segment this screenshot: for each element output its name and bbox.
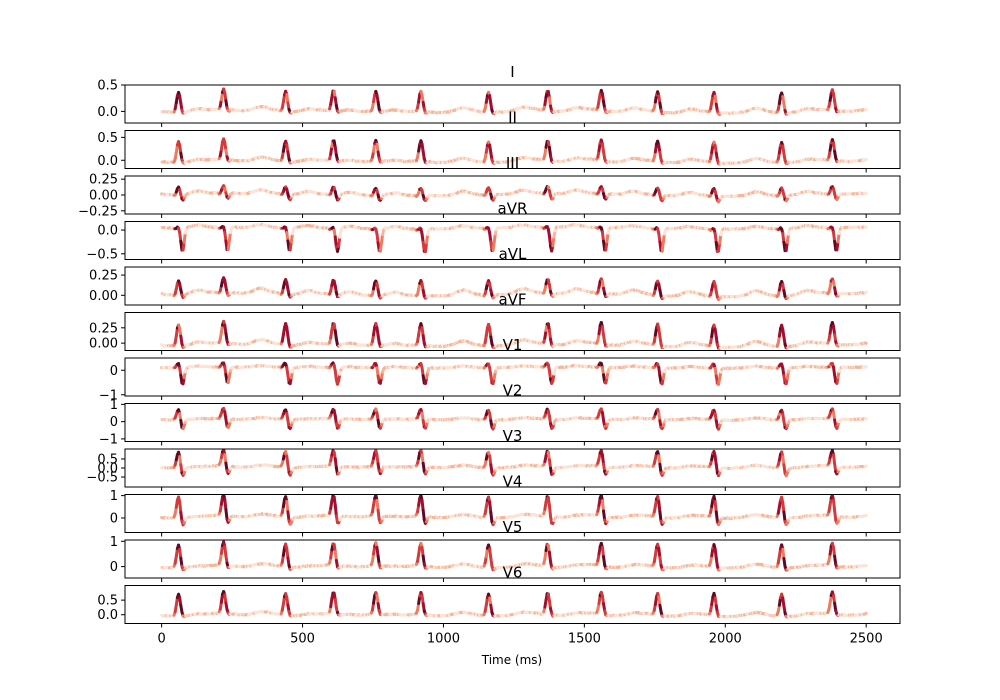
y-tick-label: 0.0 [97,105,118,120]
lead-panel-avl: 0.00 0.25 aVL [89,245,901,309]
y-tick-label: 0.5 [97,79,118,94]
lead-panel-avr: −0.5 0.0 aVR [86,200,901,264]
signal-trace [160,361,868,386]
lead-title: III [506,154,519,172]
y-tick-label: 0.0 [97,154,118,169]
signal-trace [160,137,868,166]
y-tick-label: 0.25 [89,269,118,284]
trace-segment [600,230,606,243]
trace-segment [781,231,786,244]
lead-title: aVF [498,291,526,309]
lead-panel-iii: −0.250.000.25 III [78,154,901,219]
trace-segment [863,290,868,295]
lead-title: V1 [503,336,523,354]
y-tick-label: 0.00 [89,189,118,204]
ecg-panels: 0.00.5I0.00.5II−0.250.000.25III−0.50.0aV… [78,63,901,628]
panel-frame [124,357,901,397]
lead-panel-ii: 0.0 0.5 II [97,109,901,173]
y-tick-label: 0.00 [89,289,118,304]
y-tick-label: −1 [99,388,118,403]
trace-segment [547,234,553,248]
y-tick-label: −0.25 [78,204,118,219]
lead-panel-i: 0.0 0.5 I [97,63,901,127]
trace-segment [333,235,338,249]
trace-segment [223,230,228,243]
lead-title: I [510,63,514,81]
trace-segment [713,231,718,245]
signal-trace [160,319,868,350]
trace-segment [421,240,426,253]
trace-segment [375,232,380,245]
y-tick-label: −0.5 [86,247,118,262]
y-tick-label: 0.25 [89,173,118,188]
panel-frame [124,84,901,124]
y-tick-label: 0.25 [89,321,118,336]
panel-frame [124,221,901,260]
trace-segment [337,235,342,249]
signal-trace [160,406,868,431]
panel-frame [124,312,901,351]
y-tick-label: 0 [110,364,118,379]
y-tick-label: 0.00 [89,337,118,352]
lead-title: aVL [499,245,527,263]
signal-trace [160,222,868,254]
trace-segment [182,231,187,244]
lead-title: aVR [498,200,528,218]
lead-title: II [508,109,517,127]
signal-trace [160,184,868,204]
panel-frame [124,266,901,306]
lead-panel-v1: −1 0 V1 [99,336,901,403]
signal-trace [160,276,868,301]
y-tick-label: 0.0 [97,224,118,239]
panel-frame [124,130,901,169]
signal-trace [160,87,868,117]
y-tick-label: 0.5 [97,131,118,146]
trace-segment [831,230,837,243]
